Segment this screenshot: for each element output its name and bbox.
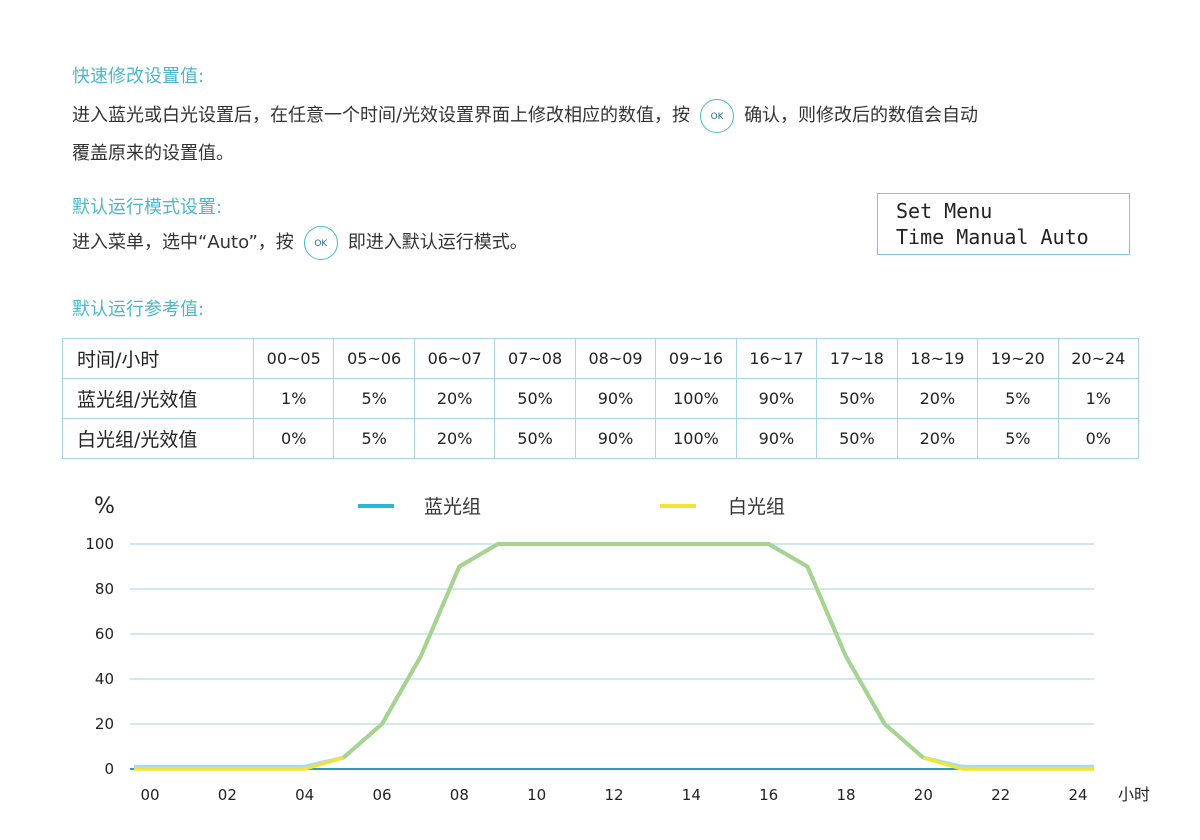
white-value-cell: 5%: [333, 418, 415, 459]
ok-button-icon: OK: [303, 226, 338, 260]
time-cell: 05~06: [333, 338, 415, 379]
time-cell: 00~05: [252, 338, 335, 379]
table-row-blue: 蓝光组/光效值 1% 5% 20% 50% 90% 100% 90% 50% 2…: [62, 378, 1140, 419]
chart-series: [134, 542, 1094, 771]
x-tick-label: 22: [991, 786, 1010, 804]
legend-swatch-blue: [358, 504, 394, 508]
table-row-white: 白光组/光效值 0% 5% 20% 50% 90% 100% 90% 50% 2…: [62, 418, 1140, 459]
lcd-line-2: Time Manual Auto: [896, 225, 1089, 249]
x-tick-label: 14: [682, 786, 701, 804]
blue-value-cell: 50%: [816, 378, 898, 419]
white-value-cell: 0%: [1057, 418, 1140, 459]
quick-edit-text-3: 覆盖原来的设置值。: [72, 143, 234, 164]
white-value-cell: 50%: [816, 418, 898, 459]
x-tick-label: 12: [604, 786, 623, 804]
white-value-cell: 20%: [413, 418, 496, 459]
ok-button-icon: OK: [700, 99, 735, 133]
time-cell: 09~16: [655, 338, 737, 379]
quick-edit-paragraph: 进入蓝光或白光设置后，在任意一个时间/光效设置界面上修改相应的数值，按 OK 确认，…: [72, 97, 1172, 173]
white-value-cell: 5%: [977, 418, 1059, 459]
x-tick-label: 00: [140, 786, 159, 804]
default-mode-text-2: 即进入默认运行模式。: [347, 232, 528, 253]
y-tick-label: 0: [104, 760, 114, 778]
blue-value-cell: 90%: [574, 378, 657, 419]
white-value-cell: 0%: [252, 418, 335, 459]
reference-table: 时间/小时 00~05 05~06 06~07 07~08 08~09 09~1…: [62, 338, 1140, 459]
x-tick-label: 24: [1068, 786, 1087, 804]
time-cell: 18~19: [896, 338, 979, 379]
blue-value-cell: 1%: [1057, 378, 1140, 419]
row-label-white: 白光组/光效值: [62, 418, 254, 459]
x-tick-label: 08: [450, 786, 469, 804]
white-value-cell: 50%: [494, 418, 576, 459]
quick-edit-title: 快速修改设置值:: [72, 66, 205, 87]
time-cell: 19~20: [977, 338, 1059, 379]
series-line-white: [134, 542, 1094, 771]
white-value-cell: 90%: [735, 418, 818, 459]
white-value-cell: 100%: [655, 418, 737, 459]
chart-grid: [130, 543, 1094, 770]
time-cell: 20~24: [1057, 338, 1140, 379]
default-mode-title: 默认运行模式设置:: [72, 197, 223, 218]
table-row-time: 时间/小时 00~05 05~06 06~07 07~08 08~09 09~1…: [62, 338, 1140, 379]
x-tick-label: 02: [218, 786, 237, 804]
legend-label-blue: 蓝光组: [424, 496, 481, 518]
reference-title: 默认运行参考值:: [72, 299, 205, 320]
default-mode-paragraph: 进入菜单，选中“Auto”，按 OK 即进入默认运行模式。: [72, 224, 528, 262]
quick-edit-text-1: 进入蓝光或白光设置后，在任意一个时间/光效设置界面上修改相应的数值，按: [72, 105, 691, 126]
time-cell: 08~09: [574, 338, 657, 379]
y-tick-label: 60: [95, 625, 114, 643]
quick-edit-text-2: 确认，则修改后的数值会自动: [744, 105, 979, 126]
blue-value-cell: 20%: [896, 378, 979, 419]
y-tick-label: 100: [85, 535, 114, 553]
row-label-time: 时间/小时: [62, 338, 254, 379]
legend-swatch-white: [660, 504, 696, 508]
x-tick-label: 04: [295, 786, 314, 804]
blue-value-cell: 90%: [735, 378, 818, 419]
light-curve-chart: % 蓝光组 白光组 100 80 60 40 20 0 00 02 04 06 08 10 12 14 1…: [85, 494, 1150, 804]
series-line-blue: [134, 542, 1094, 769]
row-label-blue: 蓝光组/光效值: [62, 378, 254, 419]
lcd-line-1: Set Menu: [896, 199, 993, 223]
x-tick-label: 06: [372, 786, 391, 804]
y-tick-label: 20: [95, 715, 114, 733]
blue-value-cell: 5%: [977, 378, 1059, 419]
time-cell: 07~08: [494, 338, 576, 379]
y-axis-label: %: [94, 494, 115, 519]
y-tick-label: 80: [95, 580, 114, 598]
time-cell: 16~17: [735, 338, 818, 379]
time-cell: 06~07: [413, 338, 496, 379]
y-tick-labels: 100 80 60 40 20 0: [85, 535, 114, 778]
white-value-cell: 20%: [896, 418, 979, 459]
blue-value-cell: 20%: [413, 378, 496, 419]
x-tick-label: 20: [914, 786, 933, 804]
x-tick-label: 16: [759, 786, 778, 804]
x-tick-label: 10: [527, 786, 546, 804]
blue-value-cell: 5%: [333, 378, 415, 419]
y-tick-label: 40: [95, 670, 114, 688]
x-tick-label: 18: [836, 786, 855, 804]
series-line-overlap: [342, 542, 925, 760]
white-value-cell: 90%: [574, 418, 657, 459]
x-axis-label: 小时: [1118, 785, 1150, 804]
legend-label-white: 白光组: [728, 496, 785, 518]
chart-legend: 蓝光组 白光组: [358, 496, 785, 518]
blue-value-cell: 50%: [494, 378, 576, 419]
time-cell: 17~18: [816, 338, 898, 379]
blue-value-cell: 100%: [655, 378, 737, 419]
blue-value-cell: 1%: [252, 378, 335, 419]
default-mode-text-1: 进入菜单，选中“Auto”，按: [72, 232, 294, 253]
x-tick-labels: 00 02 04 06 08 10 12 14 16 18 20 22 24: [140, 786, 1087, 804]
lcd-menu-display: Set Menu Time Manual Auto: [877, 193, 1130, 255]
